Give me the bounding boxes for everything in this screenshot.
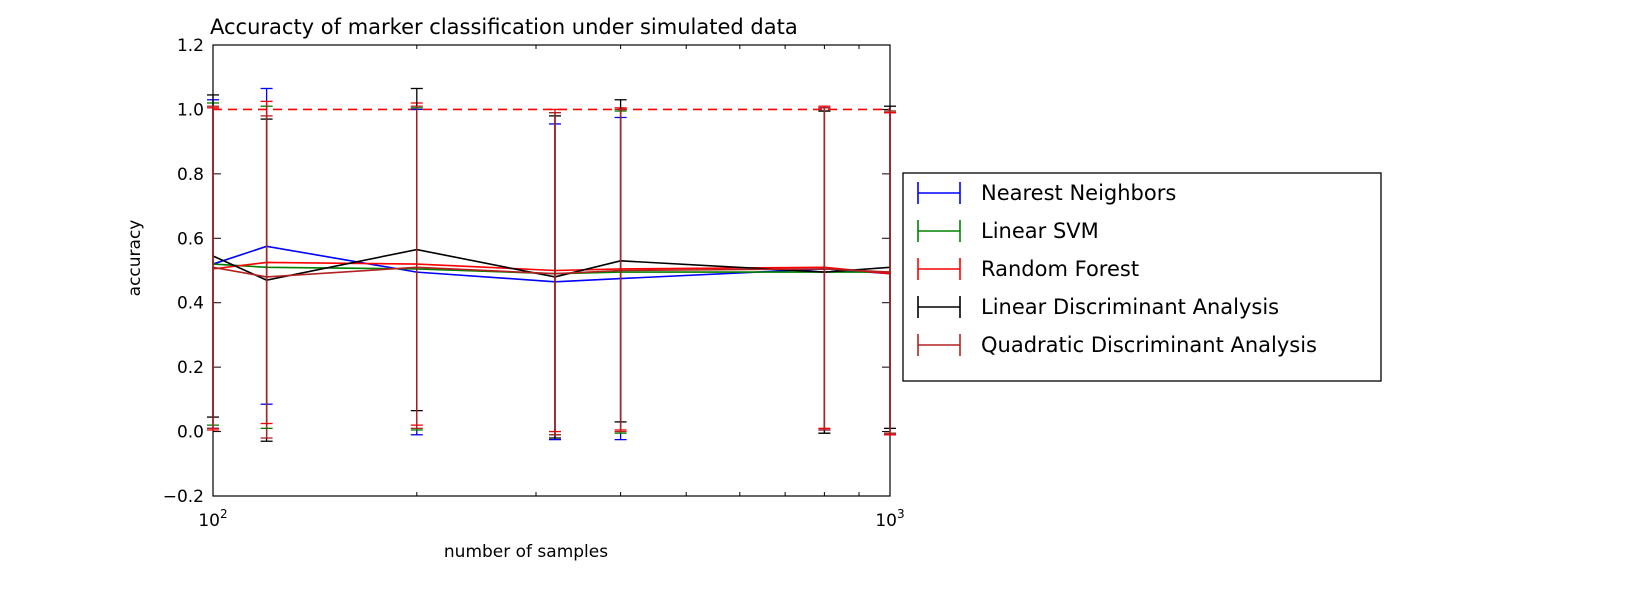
plot-area: −0.2 0.0 0.2 0.4 0.6 0.8 1.0 1.2 102 103 [163, 36, 905, 531]
legend-frame [902, 172, 1382, 382]
legend: Nearest Neighbors Linear SVM Random Forest… [902, 172, 1382, 382]
legend-label: Random Forest [981, 257, 1139, 281]
legend-label: Linear SVM [981, 219, 1099, 243]
y-axis-label: accuracy [125, 220, 145, 297]
y-tick-label: 0.6 [177, 229, 204, 249]
chart-title: Accuracty of marker classification under… [210, 15, 798, 39]
y-tick-label: 1.0 [177, 100, 204, 120]
y-tick-label: 0.8 [177, 165, 204, 185]
x-tick-label: 102 [198, 507, 227, 531]
legend-label: Nearest Neighbors [981, 181, 1176, 205]
y-tick-label: 0.2 [177, 358, 204, 378]
legend-label: Quadratic Discriminant Analysis [981, 333, 1317, 357]
y-tick-label: 0.4 [177, 294, 204, 314]
x-axis-label: number of samples [444, 542, 608, 562]
y-tick-label: −0.2 [163, 487, 204, 507]
y-tick-label: 1.2 [177, 36, 204, 56]
x-tick-label: 103 [875, 507, 904, 531]
y-tick-label: 0.0 [177, 423, 204, 443]
legend-label: Linear Discriminant Analysis [981, 295, 1279, 319]
